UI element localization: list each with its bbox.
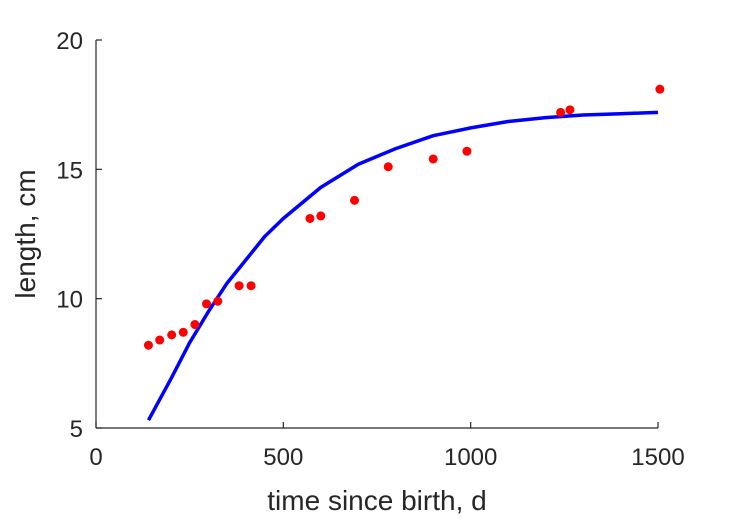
data-point <box>190 320 200 330</box>
data-point <box>350 195 360 205</box>
fitted-curve-line <box>146 110 659 422</box>
data-point <box>383 162 393 172</box>
axes <box>95 40 658 429</box>
data-point <box>462 146 472 156</box>
y-tick-label: 10 <box>56 287 83 314</box>
data-point <box>213 296 223 306</box>
y-tick-label: 15 <box>56 157 83 184</box>
data-point <box>143 340 153 350</box>
data-point <box>246 281 256 291</box>
y-axis-label: length, cm <box>10 169 41 298</box>
y-tick-label: 20 <box>56 28 83 55</box>
data-point <box>556 107 566 117</box>
y-tick-label: 5 <box>70 416 83 443</box>
x-axis-label: time since birth, d <box>267 485 486 516</box>
x-tick-label: 500 <box>263 444 303 471</box>
data-point <box>316 211 326 221</box>
data-point <box>305 213 315 223</box>
data-point <box>167 330 177 340</box>
x-tick-label: 0 <box>89 444 102 471</box>
data-point <box>155 335 165 345</box>
plot-area <box>143 84 665 422</box>
data-point <box>655 84 665 94</box>
data-point <box>202 299 212 309</box>
data-point <box>428 154 438 164</box>
data-point <box>178 327 188 337</box>
data-point <box>565 105 575 115</box>
data-point <box>234 281 244 291</box>
x-tick-label: 1500 <box>631 444 684 471</box>
x-tick-label: 1000 <box>444 444 497 471</box>
tick-marks: 0 500 1000 1500 5 10 15 20 <box>56 28 684 471</box>
